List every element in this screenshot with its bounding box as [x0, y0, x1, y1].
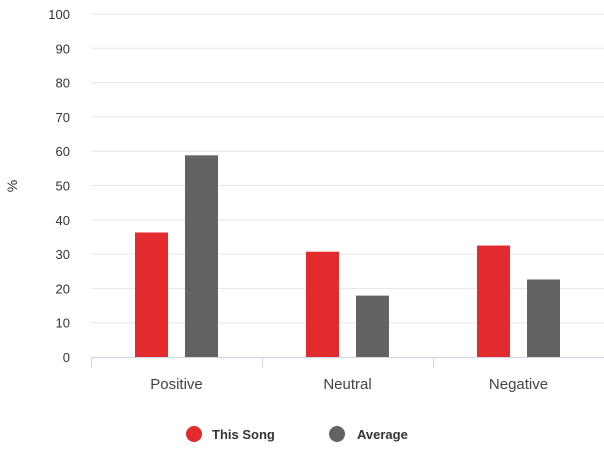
y-tick-label: 70 [56, 110, 70, 125]
legend-marker [186, 426, 202, 442]
y-tick-label: 80 [56, 76, 70, 91]
bar-average-neutral[interactable] [356, 295, 389, 357]
y-axis-ticks: 0 10 20 30 40 50 60 70 80 90 100 [48, 7, 70, 365]
y-tick-label: 90 [56, 41, 70, 56]
x-axis-categories: Positive Neutral Negative [150, 376, 548, 393]
y-axis-label: % [4, 180, 20, 192]
bar-average-negative[interactable] [527, 279, 560, 357]
legend[interactable]: This Song Average [186, 426, 408, 442]
legend-label: This Song [212, 427, 275, 442]
bar-this-song-positive[interactable] [135, 232, 168, 357]
bar-average-positive[interactable] [185, 155, 218, 357]
y-tick-label: 30 [56, 247, 70, 262]
legend-marker [329, 426, 345, 442]
y-tick-label: 60 [56, 144, 70, 159]
y-tick-label: 50 [56, 179, 70, 194]
y-tick-label: 20 [56, 281, 70, 296]
grid-lines [91, 13, 604, 324]
bars [135, 155, 560, 357]
legend-label: Average [357, 427, 408, 442]
x-axis [91, 357, 604, 368]
y-tick-label: 0 [63, 350, 70, 365]
legend-item-average[interactable]: Average [329, 426, 408, 442]
y-tick-label: 10 [56, 316, 70, 331]
legend-item-this-song[interactable]: This Song [186, 426, 275, 442]
x-category-label: Negative [489, 376, 548, 393]
y-tick-label: 40 [56, 213, 70, 228]
x-category-label: Positive [150, 376, 203, 393]
bar-this-song-neutral[interactable] [306, 251, 339, 357]
x-category-label: Neutral [323, 376, 371, 393]
y-tick-label: 100 [48, 7, 70, 22]
bar-this-song-negative[interactable] [477, 245, 510, 357]
